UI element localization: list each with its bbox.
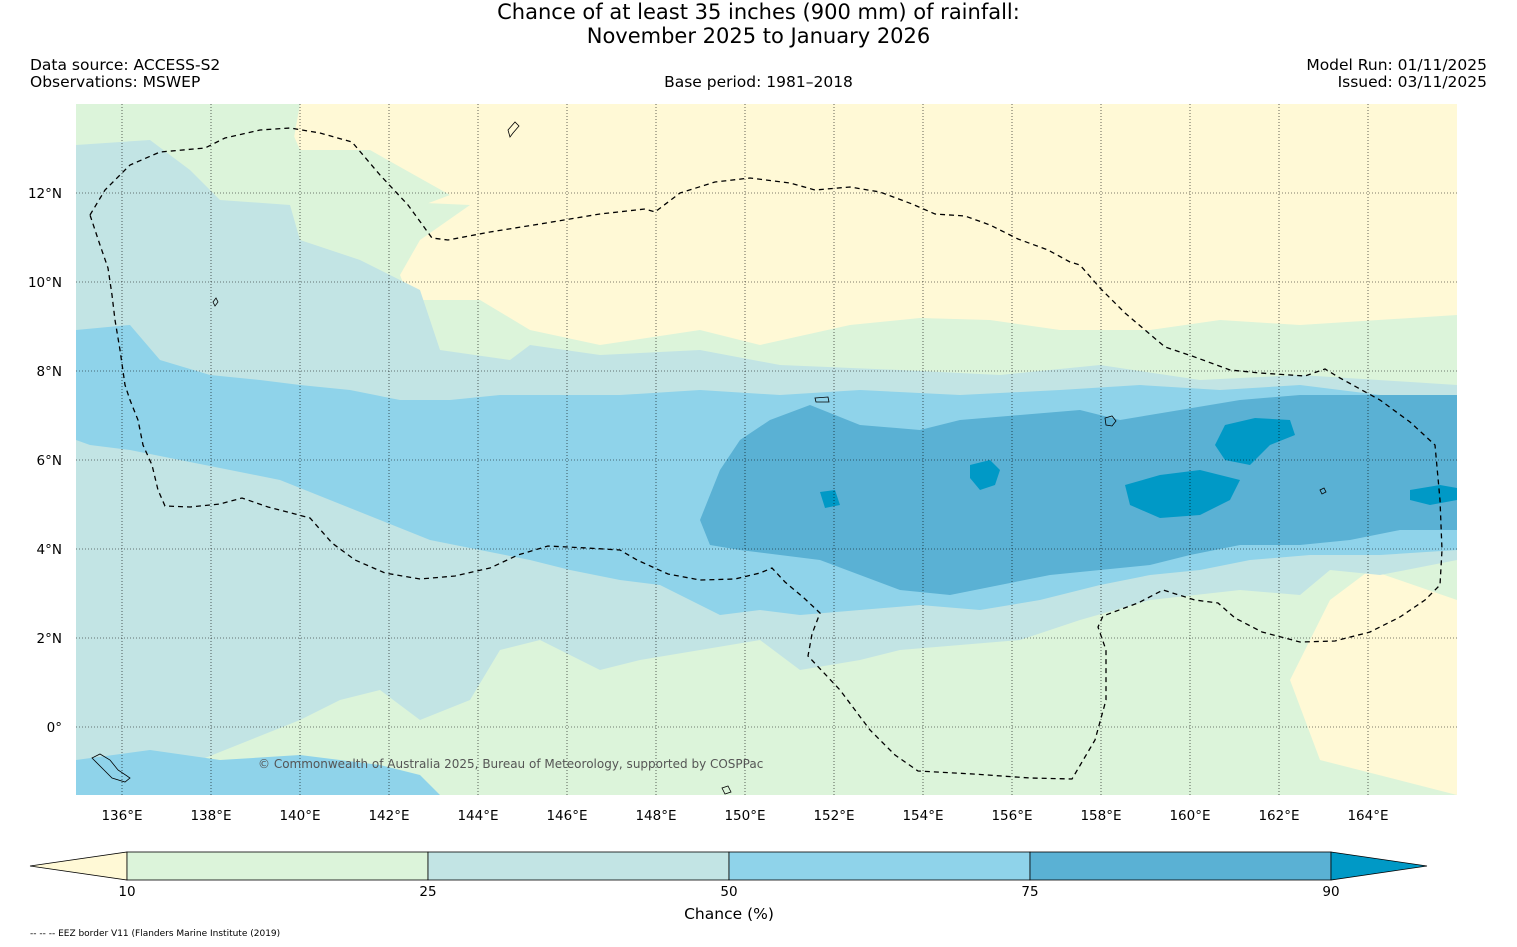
lon-label: 164°E — [1347, 808, 1388, 824]
field-above-90-west — [970, 460, 1000, 490]
lon-label: 158°E — [1080, 808, 1121, 824]
colorbar-tick-label: 50 — [720, 884, 737, 900]
islet-3 — [814, 396, 830, 403]
colorbar-10-25 — [126, 851, 429, 881]
palau-islands — [91, 753, 131, 783]
lon-label: 142°E — [368, 808, 409, 824]
map-title-line2: November 2025 to January 2026 — [586, 24, 931, 48]
colorbar-tick-label: 25 — [419, 884, 436, 900]
eez-border — [89, 127, 1443, 780]
lat-label: 0° — [47, 720, 62, 736]
pohnpei-island — [1104, 415, 1117, 427]
graticule — [76, 104, 1457, 795]
lon-label: 156°E — [991, 808, 1032, 824]
guam-island — [507, 121, 520, 138]
lon-label: 154°E — [902, 808, 943, 824]
lon-label: 148°E — [635, 808, 676, 824]
lat-label: 6°N — [37, 453, 62, 469]
field-50-75-south — [76, 750, 440, 795]
lat-label: 10°N — [28, 275, 62, 291]
field-25-50-west — [76, 175, 180, 240]
field-above-90-east — [1410, 485, 1457, 505]
colorbar-above-90 — [1330, 851, 1428, 881]
field-above-90-small — [820, 490, 840, 508]
probability-field — [76, 104, 1457, 795]
field-above-90-main — [1125, 470, 1240, 518]
map-title-line1: Chance of at least 35 inches (900 mm) of… — [497, 0, 1020, 24]
coastlines — [91, 121, 1327, 795]
lat-label: 12°N — [28, 186, 62, 202]
colorbar-tick-label: 75 — [1021, 884, 1038, 900]
copyright-text: © Commonwealth of Australia 2025, Bureau… — [258, 757, 763, 771]
model-run-label: Model Run: 01/11/2025 — [1306, 56, 1487, 74]
lat-labels: 12°N 10°N 8°N 6°N 4°N 2°N 0° — [28, 186, 62, 736]
lon-label: 144°E — [457, 808, 498, 824]
colorbar-title: Chance (%) — [684, 905, 774, 923]
colorbar-25-50 — [427, 851, 730, 881]
base-period-label: Base period: 1981–2018 — [664, 73, 853, 91]
lon-label: 150°E — [724, 808, 765, 824]
islet-1 — [1319, 487, 1327, 495]
colorbar-ticks: 10 25 50 75 90 — [118, 884, 1339, 900]
colorbar-below-10 — [29, 851, 128, 881]
colorbar-tick-label: 90 — [1322, 884, 1339, 900]
field-above-90-north — [1215, 418, 1295, 465]
lon-label: 138°E — [190, 808, 231, 824]
lon-label: 140°E — [279, 808, 320, 824]
lat-label: 2°N — [37, 631, 62, 647]
lat-label: 8°N — [37, 364, 62, 380]
observations-label: Observations: MSWEP — [30, 73, 201, 91]
colorbar-75-90 — [1029, 851, 1332, 881]
islet-2 — [721, 785, 732, 795]
colorbar — [29, 851, 1428, 881]
yap-island — [212, 297, 219, 307]
data-source-label: Data source: ACCESS-S2 — [30, 56, 221, 74]
lon-label: 162°E — [1258, 808, 1299, 824]
lon-labels: 136°E 138°E 140°E 142°E 144°E 146°E 148°… — [101, 808, 1388, 824]
colorbar-50-75 — [728, 851, 1031, 881]
lon-label: 136°E — [101, 808, 142, 824]
lon-label: 146°E — [546, 808, 587, 824]
lon-label: 160°E — [1169, 808, 1210, 824]
eez-footnote: -- -- -- EEZ border V11 (Flanders Marine… — [30, 929, 281, 939]
colorbar-tick-label: 10 — [118, 884, 135, 900]
lat-label: 4°N — [37, 542, 62, 558]
issued-label: Issued: 03/11/2025 — [1337, 73, 1487, 91]
lon-label: 152°E — [813, 808, 854, 824]
